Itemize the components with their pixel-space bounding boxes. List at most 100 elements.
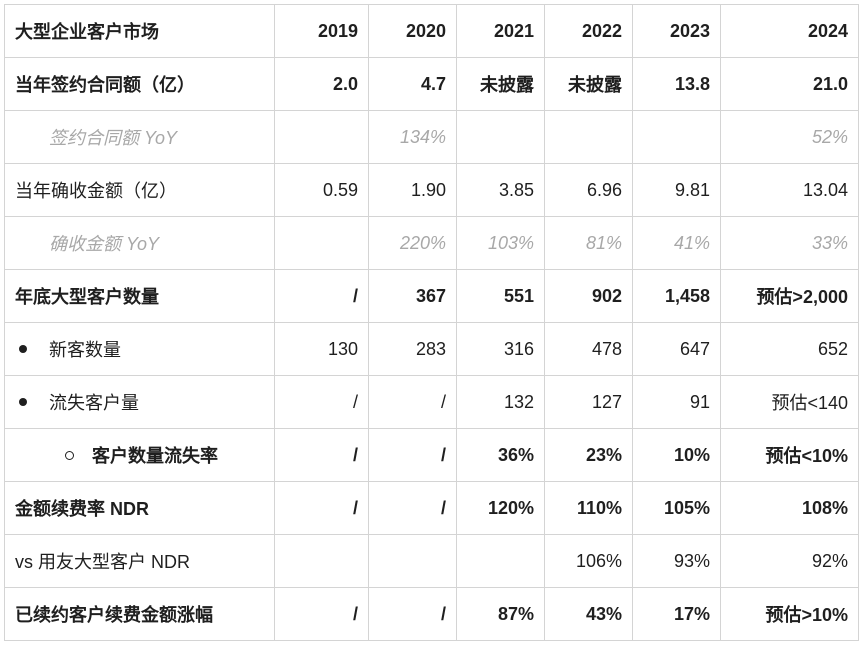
table-cell: 87% xyxy=(456,587,545,641)
row-label-cell: 新客数量 xyxy=(4,322,275,376)
table-cell: 108% xyxy=(720,481,859,535)
table-cell: 6.96 xyxy=(544,163,633,217)
table-cell: 预估>10% xyxy=(720,587,859,641)
table-cell: 134% xyxy=(368,110,457,164)
bullet-dot-icon xyxy=(19,398,27,407)
table-cell: 未披露 xyxy=(544,57,633,111)
row-label: 年底大型客户数量 xyxy=(4,269,275,323)
table-cell xyxy=(456,534,545,588)
row-label: vs 用友大型客户 NDR xyxy=(4,534,275,588)
table-cell: 23% xyxy=(544,428,633,482)
table-cell: 52% xyxy=(720,110,859,164)
table-cell: 110% xyxy=(544,481,633,535)
header-cell: 2020 xyxy=(368,4,457,58)
header-cell: 2022 xyxy=(544,4,633,58)
table-cell: 4.7 xyxy=(368,57,457,111)
table-cell: 13.8 xyxy=(632,57,721,111)
table-cell xyxy=(544,110,633,164)
table-cell: 21.0 xyxy=(720,57,859,111)
table-cell: 106% xyxy=(544,534,633,588)
table-cell: 902 xyxy=(544,269,633,323)
table-cell: 103% xyxy=(456,216,545,270)
table-cell: 220% xyxy=(368,216,457,270)
table-cell: 120% xyxy=(456,481,545,535)
table-cell: 未披露 xyxy=(456,57,545,111)
table-cell: 127 xyxy=(544,375,633,429)
table-cell: 652 xyxy=(720,322,859,376)
table-cell: 81% xyxy=(544,216,633,270)
table-cell: 91 xyxy=(632,375,721,429)
row-label: 金额续费率 NDR xyxy=(4,481,275,535)
table-cell: 3.85 xyxy=(456,163,545,217)
table-cell: 0.59 xyxy=(274,163,369,217)
row-label-cell: 流失客户量 xyxy=(4,375,275,429)
data-table: 大型企业客户市场 2019 2020 2021 2022 2023 2024 当… xyxy=(4,4,859,641)
table-cell: 367 xyxy=(368,269,457,323)
row-label: 已续约客户续费金额涨幅 xyxy=(4,587,275,641)
table-cell: 17% xyxy=(632,587,721,641)
table-cell: 36% xyxy=(456,428,545,482)
table-cell: / xyxy=(368,481,457,535)
table-cell: 551 xyxy=(456,269,545,323)
table-cell: / xyxy=(274,269,369,323)
table-cell: 预估<140 xyxy=(720,375,859,429)
table-cell: / xyxy=(368,587,457,641)
table-row: 新客数量 130 283 316 478 647 652 xyxy=(4,322,859,376)
table-cell xyxy=(632,110,721,164)
table-row: 金额续费率 NDR / / 120% 110% 105% 108% xyxy=(4,481,859,535)
header-cell: 2024 xyxy=(720,4,859,58)
table-cell: 130 xyxy=(274,322,369,376)
table-cell xyxy=(274,216,369,270)
table-cell xyxy=(368,534,457,588)
bullet-circle-icon xyxy=(65,450,74,460)
table-cell: / xyxy=(274,375,369,429)
table-cell: 33% xyxy=(720,216,859,270)
table-cell: 316 xyxy=(456,322,545,376)
table-row: 当年确收金额（亿） 0.59 1.90 3.85 6.96 9.81 13.04 xyxy=(4,163,859,217)
table-row: 客户数量流失率 / / 36% 23% 10% 预估<10% xyxy=(4,428,859,482)
table-cell: 预估>2,000 xyxy=(720,269,859,323)
header-cell: 大型企业客户市场 xyxy=(4,4,275,58)
table-cell: 132 xyxy=(456,375,545,429)
table-cell: 92% xyxy=(720,534,859,588)
table-cell: 105% xyxy=(632,481,721,535)
row-label: 当年确收金额（亿） xyxy=(4,163,275,217)
table-cell: 预估<10% xyxy=(720,428,859,482)
table-cell: / xyxy=(274,428,369,482)
table-row: vs 用友大型客户 NDR 106% 93% 92% xyxy=(4,534,859,588)
row-label-cell: 客户数量流失率 xyxy=(4,428,275,482)
table-cell: 1.90 xyxy=(368,163,457,217)
table-cell: 10% xyxy=(632,428,721,482)
header-cell: 2023 xyxy=(632,4,721,58)
header-cell: 2021 xyxy=(456,4,545,58)
header-row: 大型企业客户市场 2019 2020 2021 2022 2023 2024 xyxy=(4,4,859,58)
table-cell: 9.81 xyxy=(632,163,721,217)
table-cell: / xyxy=(274,587,369,641)
row-label: 签约合同额 YoY xyxy=(4,110,275,164)
table-cell xyxy=(456,110,545,164)
row-label: 当年签约合同额（亿） xyxy=(4,57,275,111)
table-cell: 478 xyxy=(544,322,633,376)
table-cell: 2.0 xyxy=(274,57,369,111)
table-row: 签约合同额 YoY 134% 52% xyxy=(4,110,859,164)
row-label: 客户数量流失率 xyxy=(92,446,218,466)
table-cell: / xyxy=(274,481,369,535)
table-cell: / xyxy=(368,375,457,429)
table-cell: 93% xyxy=(632,534,721,588)
header-cell: 2019 xyxy=(274,4,369,58)
table-cell: 43% xyxy=(544,587,633,641)
table-cell: 41% xyxy=(632,216,721,270)
bullet-dot-icon xyxy=(19,345,27,354)
table-cell: / xyxy=(368,428,457,482)
table-row: 确收金额 YoY 220% 103% 81% 41% 33% xyxy=(4,216,859,270)
table-cell xyxy=(274,534,369,588)
table-row: 流失客户量 / / 132 127 91 预估<140 xyxy=(4,375,859,429)
table-row: 年底大型客户数量 / 367 551 902 1,458 预估>2,000 xyxy=(4,269,859,323)
table-cell xyxy=(274,110,369,164)
table-row: 当年签约合同额（亿） 2.0 4.7 未披露 未披露 13.8 21.0 xyxy=(4,57,859,111)
row-label: 新客数量 xyxy=(49,340,121,360)
table-cell: 13.04 xyxy=(720,163,859,217)
table-cell: 283 xyxy=(368,322,457,376)
table-cell: 1,458 xyxy=(632,269,721,323)
table-row: 已续约客户续费金额涨幅 / / 87% 43% 17% 预估>10% xyxy=(4,587,859,641)
